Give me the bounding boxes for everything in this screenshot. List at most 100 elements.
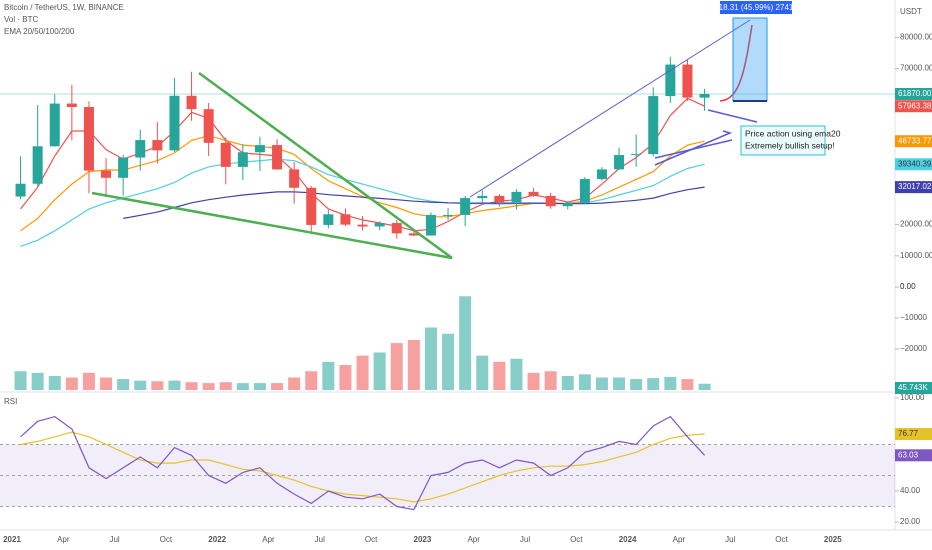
candle-body (494, 195, 505, 203)
volume-bar (253, 383, 266, 390)
price-label: 76.77 (898, 429, 919, 438)
volume-bar (442, 333, 455, 390)
time-label: Oct (365, 535, 378, 544)
candle-body (220, 142, 231, 167)
volume-bar (117, 379, 130, 390)
volume-bar (493, 361, 506, 390)
volume-bar (65, 377, 78, 390)
volume-bar (510, 358, 523, 390)
volume-bar (561, 375, 574, 390)
price-label-bg (895, 87, 932, 100)
volume-bar (647, 378, 660, 390)
volume-bar (82, 372, 95, 390)
arrow (654, 130, 733, 166)
candle-body (477, 195, 488, 199)
price-label-bg (895, 382, 932, 394)
candle-body (306, 187, 317, 225)
channel-line (469, 19, 751, 198)
time-label: 2024 (619, 535, 637, 544)
price-tick-label: 20000.00 (900, 220, 932, 229)
time-label: Apr (673, 535, 686, 544)
ema-line (123, 186, 705, 219)
candle-body (15, 183, 26, 197)
ema-legend: EMA 20/50/100/200 (4, 27, 75, 36)
volume-bar (202, 383, 215, 390)
price-tick-label: 0.00 (900, 282, 916, 291)
price-label: 39340.39 (898, 159, 932, 168)
wedge-upper (198, 71, 453, 260)
volume-bar (544, 371, 557, 390)
volume-bar (288, 377, 301, 390)
volume-bar (681, 379, 694, 390)
price-label-bg (895, 135, 932, 148)
arrow (707, 109, 758, 123)
volume-bar (373, 352, 386, 390)
volume-bar (322, 361, 335, 390)
time-label: Jul (315, 535, 325, 544)
volume-bar (390, 343, 403, 390)
target-box (732, 17, 768, 102)
candle-body (596, 169, 607, 180)
candle-body (49, 103, 60, 147)
candle-body (391, 223, 402, 234)
volume-bar (48, 375, 61, 390)
volume-tick-label: −20000 (900, 344, 927, 353)
target-label: 27418.31 (45.99%) 2741831 (705, 3, 807, 12)
volume-tick-label: 0.00 (900, 282, 916, 291)
rsi-tick-label: 100.00 (900, 393, 925, 402)
time-label: Apr (467, 535, 480, 544)
price-tick-label: 80000.00 (900, 33, 932, 42)
price-label-bg (895, 428, 932, 441)
volume-tick-label: −10000 (900, 313, 927, 322)
volume-bar (168, 380, 181, 390)
price-label-bg (895, 100, 932, 113)
candle-body (511, 191, 522, 203)
volume-bar (698, 383, 711, 390)
candle-body (443, 214, 454, 216)
candle-body (186, 95, 197, 110)
volume-bar (578, 374, 591, 390)
price-tick-label: 70000.00 (900, 64, 932, 73)
candle-body (374, 223, 385, 227)
volume-bar (595, 377, 608, 390)
volume-bar (630, 379, 643, 390)
candle-body (32, 146, 43, 184)
volume-legend: Vol · BTC (4, 15, 38, 24)
ema-line (20, 158, 705, 247)
volume-bar (185, 382, 198, 390)
time-label: Oct (775, 535, 788, 544)
candle-body (66, 103, 77, 108)
price-tick-label: 10000.00 (900, 251, 932, 260)
note-text: Price action using ema20 (745, 128, 841, 138)
candle-body (237, 152, 248, 167)
ema-line (20, 135, 705, 232)
candle-body (272, 145, 283, 170)
volume-bar (305, 371, 318, 390)
time-label: 2022 (208, 535, 226, 544)
volume-bar (459, 296, 472, 390)
candle-body (101, 170, 112, 178)
candle-body (408, 233, 419, 236)
note-box (740, 125, 826, 156)
symbol-title: Bitcoin / TetherUS, 1W, BINANCE (4, 3, 124, 12)
volume-bar (100, 377, 113, 390)
time-label: Oct (570, 535, 583, 544)
time-label: 2023 (414, 535, 432, 544)
target-label-bg (720, 1, 792, 14)
candle-body (648, 96, 659, 155)
rsi-tick-label: 40.00 (900, 486, 921, 495)
candle-body (665, 64, 676, 97)
price-label: 45.743K (898, 383, 928, 392)
volume-bar (664, 376, 677, 390)
rsi-tick-label: 20.00 (900, 517, 921, 526)
rsi-line (20, 415, 706, 511)
volume-bar (14, 371, 27, 390)
arrow (654, 139, 733, 159)
price-label: 32017.02 (898, 182, 932, 191)
candle-body (699, 93, 710, 98)
time-label: Oct (160, 535, 173, 544)
candle-body (579, 179, 590, 203)
time-label: Jul (109, 535, 119, 544)
time-label: Apr (57, 535, 70, 544)
